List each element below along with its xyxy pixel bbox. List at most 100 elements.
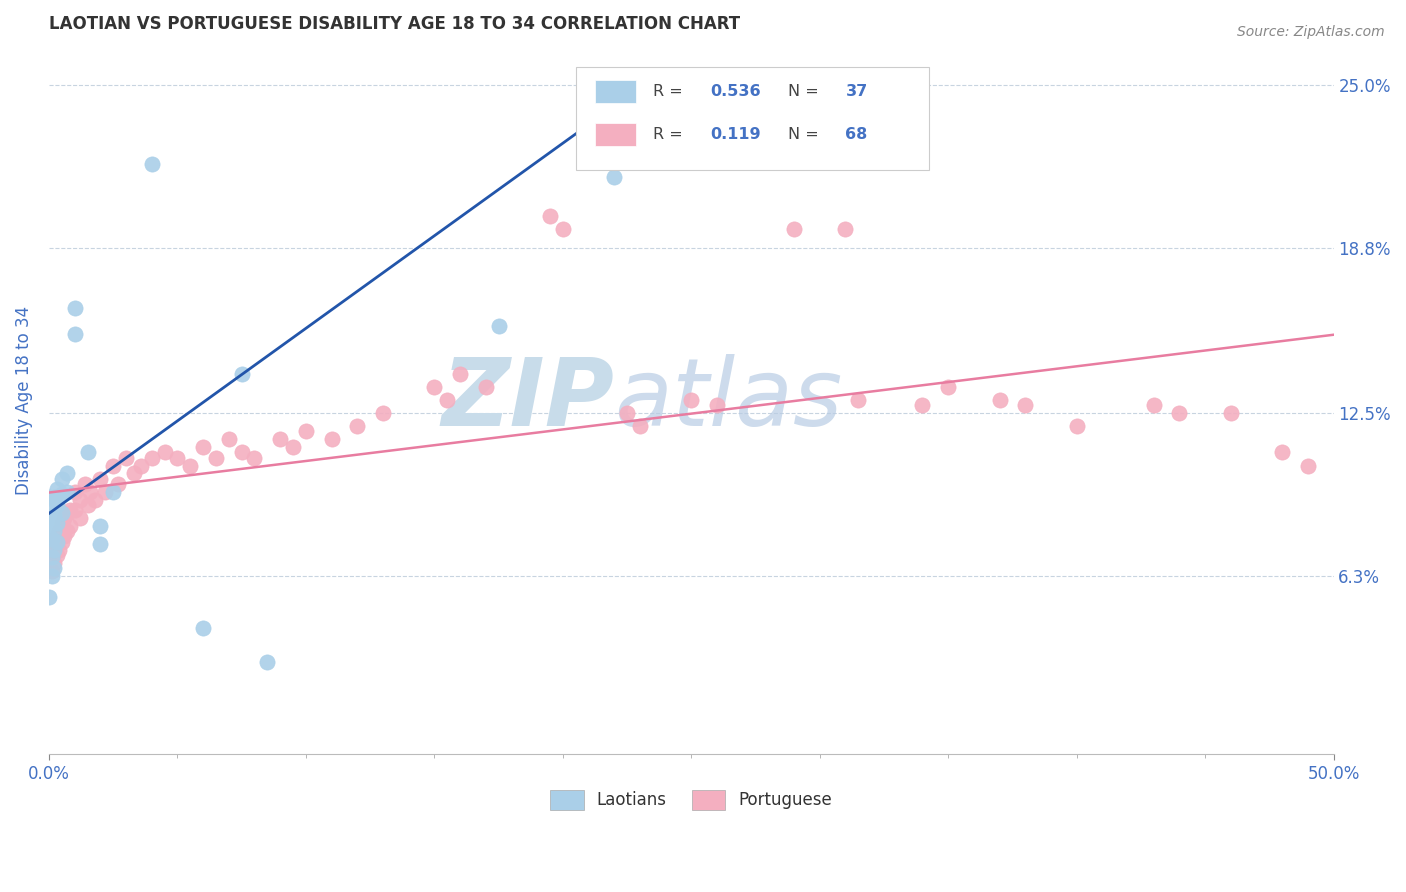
Text: atlas: atlas xyxy=(614,354,842,445)
Point xyxy=(56,524,79,538)
Point xyxy=(281,440,304,454)
Point xyxy=(42,524,65,538)
Point xyxy=(58,503,80,517)
Point xyxy=(89,472,111,486)
Point xyxy=(243,450,266,465)
Bar xyxy=(595,80,636,103)
Point xyxy=(51,534,73,549)
Point xyxy=(41,498,63,512)
Point xyxy=(911,398,934,412)
Point xyxy=(48,542,70,557)
Point xyxy=(346,419,368,434)
Point xyxy=(73,477,96,491)
Point xyxy=(603,169,626,184)
Text: ZIP: ZIP xyxy=(441,354,614,446)
Point xyxy=(488,319,510,334)
Point xyxy=(538,209,561,223)
Point xyxy=(153,445,176,459)
Point xyxy=(45,534,67,549)
Point xyxy=(69,492,91,507)
Point xyxy=(1168,406,1191,420)
Point xyxy=(42,542,65,557)
Point xyxy=(45,498,67,512)
Point xyxy=(94,484,117,499)
Point xyxy=(103,458,125,473)
Point xyxy=(449,367,471,381)
Point xyxy=(76,445,98,459)
Text: N =: N = xyxy=(787,127,824,142)
Point xyxy=(84,492,107,507)
Point xyxy=(936,380,959,394)
Point xyxy=(436,392,458,407)
Point xyxy=(551,222,574,236)
Point xyxy=(42,537,65,551)
Point xyxy=(218,432,240,446)
Point xyxy=(76,498,98,512)
Point xyxy=(423,380,446,394)
Point xyxy=(115,450,138,465)
Point xyxy=(205,450,228,465)
Point xyxy=(51,472,73,486)
Point xyxy=(41,516,63,531)
Point xyxy=(321,25,343,39)
Point xyxy=(53,511,76,525)
Point xyxy=(45,548,67,562)
Point xyxy=(321,432,343,446)
Point xyxy=(1014,398,1036,412)
Point xyxy=(45,482,67,496)
Point xyxy=(63,301,86,315)
Point xyxy=(269,432,291,446)
Bar xyxy=(595,123,636,145)
Text: 0.536: 0.536 xyxy=(710,84,761,99)
Point xyxy=(38,529,60,543)
Point xyxy=(295,425,318,439)
Point xyxy=(834,222,856,236)
Point xyxy=(1296,458,1319,473)
Point xyxy=(681,392,703,407)
Point xyxy=(131,458,153,473)
Point xyxy=(783,222,806,236)
Point xyxy=(51,516,73,531)
Legend: Laotians, Portuguese: Laotians, Portuguese xyxy=(544,783,839,817)
Point xyxy=(63,484,86,499)
Point xyxy=(69,511,91,525)
Point xyxy=(53,529,76,543)
Point xyxy=(89,537,111,551)
Point xyxy=(56,506,79,520)
Point xyxy=(103,484,125,499)
Point xyxy=(63,503,86,517)
Point xyxy=(616,406,638,420)
Point xyxy=(51,506,73,520)
Point xyxy=(107,477,129,491)
Point xyxy=(45,529,67,543)
Point xyxy=(122,467,145,481)
Point xyxy=(45,516,67,531)
Point xyxy=(42,508,65,523)
Point xyxy=(988,392,1011,407)
Point xyxy=(38,511,60,525)
Text: N =: N = xyxy=(787,84,824,99)
Point xyxy=(42,490,65,504)
Point xyxy=(628,419,651,434)
Text: R =: R = xyxy=(652,84,688,99)
Point xyxy=(1219,406,1241,420)
Text: 0.119: 0.119 xyxy=(710,127,761,142)
Point xyxy=(474,380,496,394)
Point xyxy=(56,467,79,481)
Point xyxy=(256,656,278,670)
Point xyxy=(41,568,63,582)
Point xyxy=(56,484,79,499)
Point xyxy=(42,561,65,575)
Point xyxy=(42,556,65,570)
Point xyxy=(846,392,869,407)
Point xyxy=(41,550,63,565)
Point xyxy=(141,450,163,465)
Point xyxy=(371,406,394,420)
Point xyxy=(1066,419,1088,434)
Text: 37: 37 xyxy=(845,84,868,99)
Point xyxy=(41,564,63,578)
Point xyxy=(38,590,60,604)
Point xyxy=(89,519,111,533)
Text: 68: 68 xyxy=(845,127,868,142)
Point xyxy=(48,524,70,538)
